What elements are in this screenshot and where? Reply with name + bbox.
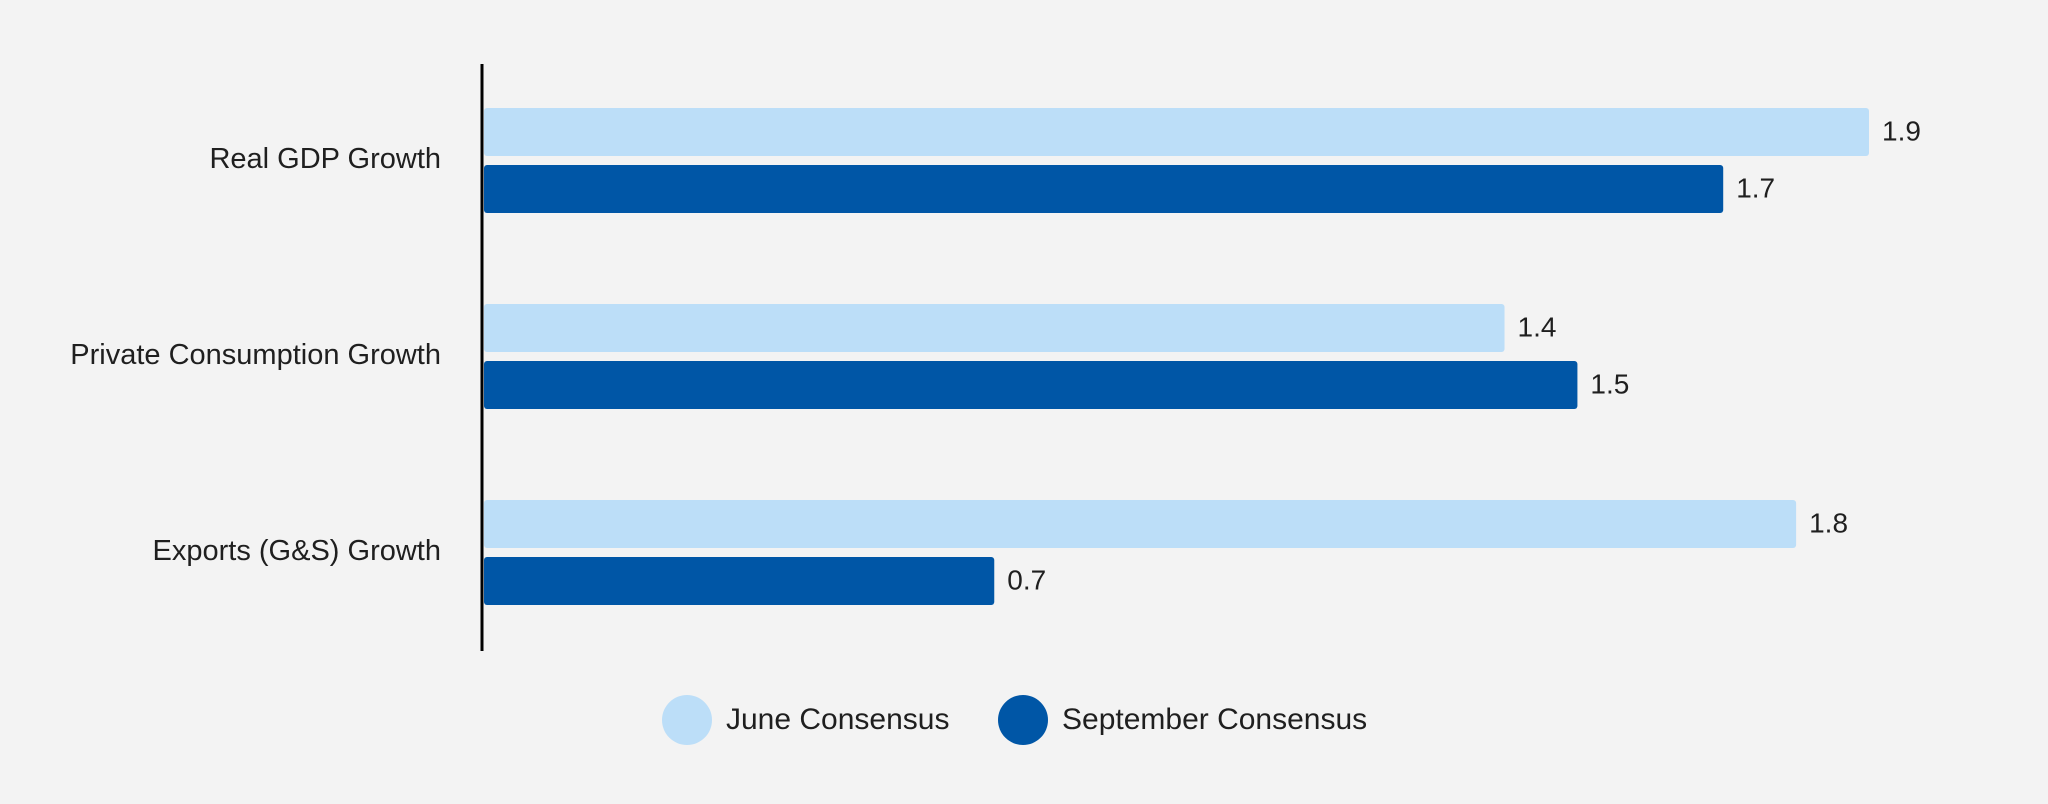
- data-label: 1.7: [1736, 172, 1775, 203]
- category-label: Private Consumption Growth: [70, 339, 441, 371]
- data-label: 0.7: [1007, 564, 1046, 595]
- bar-september: [484, 361, 1578, 409]
- bar-june: [484, 304, 1505, 352]
- legend-swatch: [662, 695, 712, 745]
- data-label: 1.5: [1590, 368, 1629, 399]
- bar-september: [484, 557, 995, 605]
- bar-september: [484, 165, 1724, 213]
- data-label: 1.9: [1882, 115, 1921, 146]
- legend-label: June Consensus: [726, 703, 949, 736]
- chart-marks: Real GDP Growth 1.9 1.7 Private Consumption…: [70, 108, 1921, 605]
- bar-june: [484, 108, 1869, 156]
- data-label: 1.4: [1518, 311, 1557, 342]
- data-label: 1.8: [1809, 507, 1848, 538]
- legend-label: September Consensus: [1062, 703, 1367, 736]
- category-label: Real GDP Growth: [209, 143, 441, 175]
- bar-june: [484, 500, 1797, 548]
- legend: June Consensus September Consensus: [662, 695, 1367, 745]
- category-label: Exports (G&S) Growth: [153, 535, 441, 567]
- legend-swatch: [998, 695, 1048, 745]
